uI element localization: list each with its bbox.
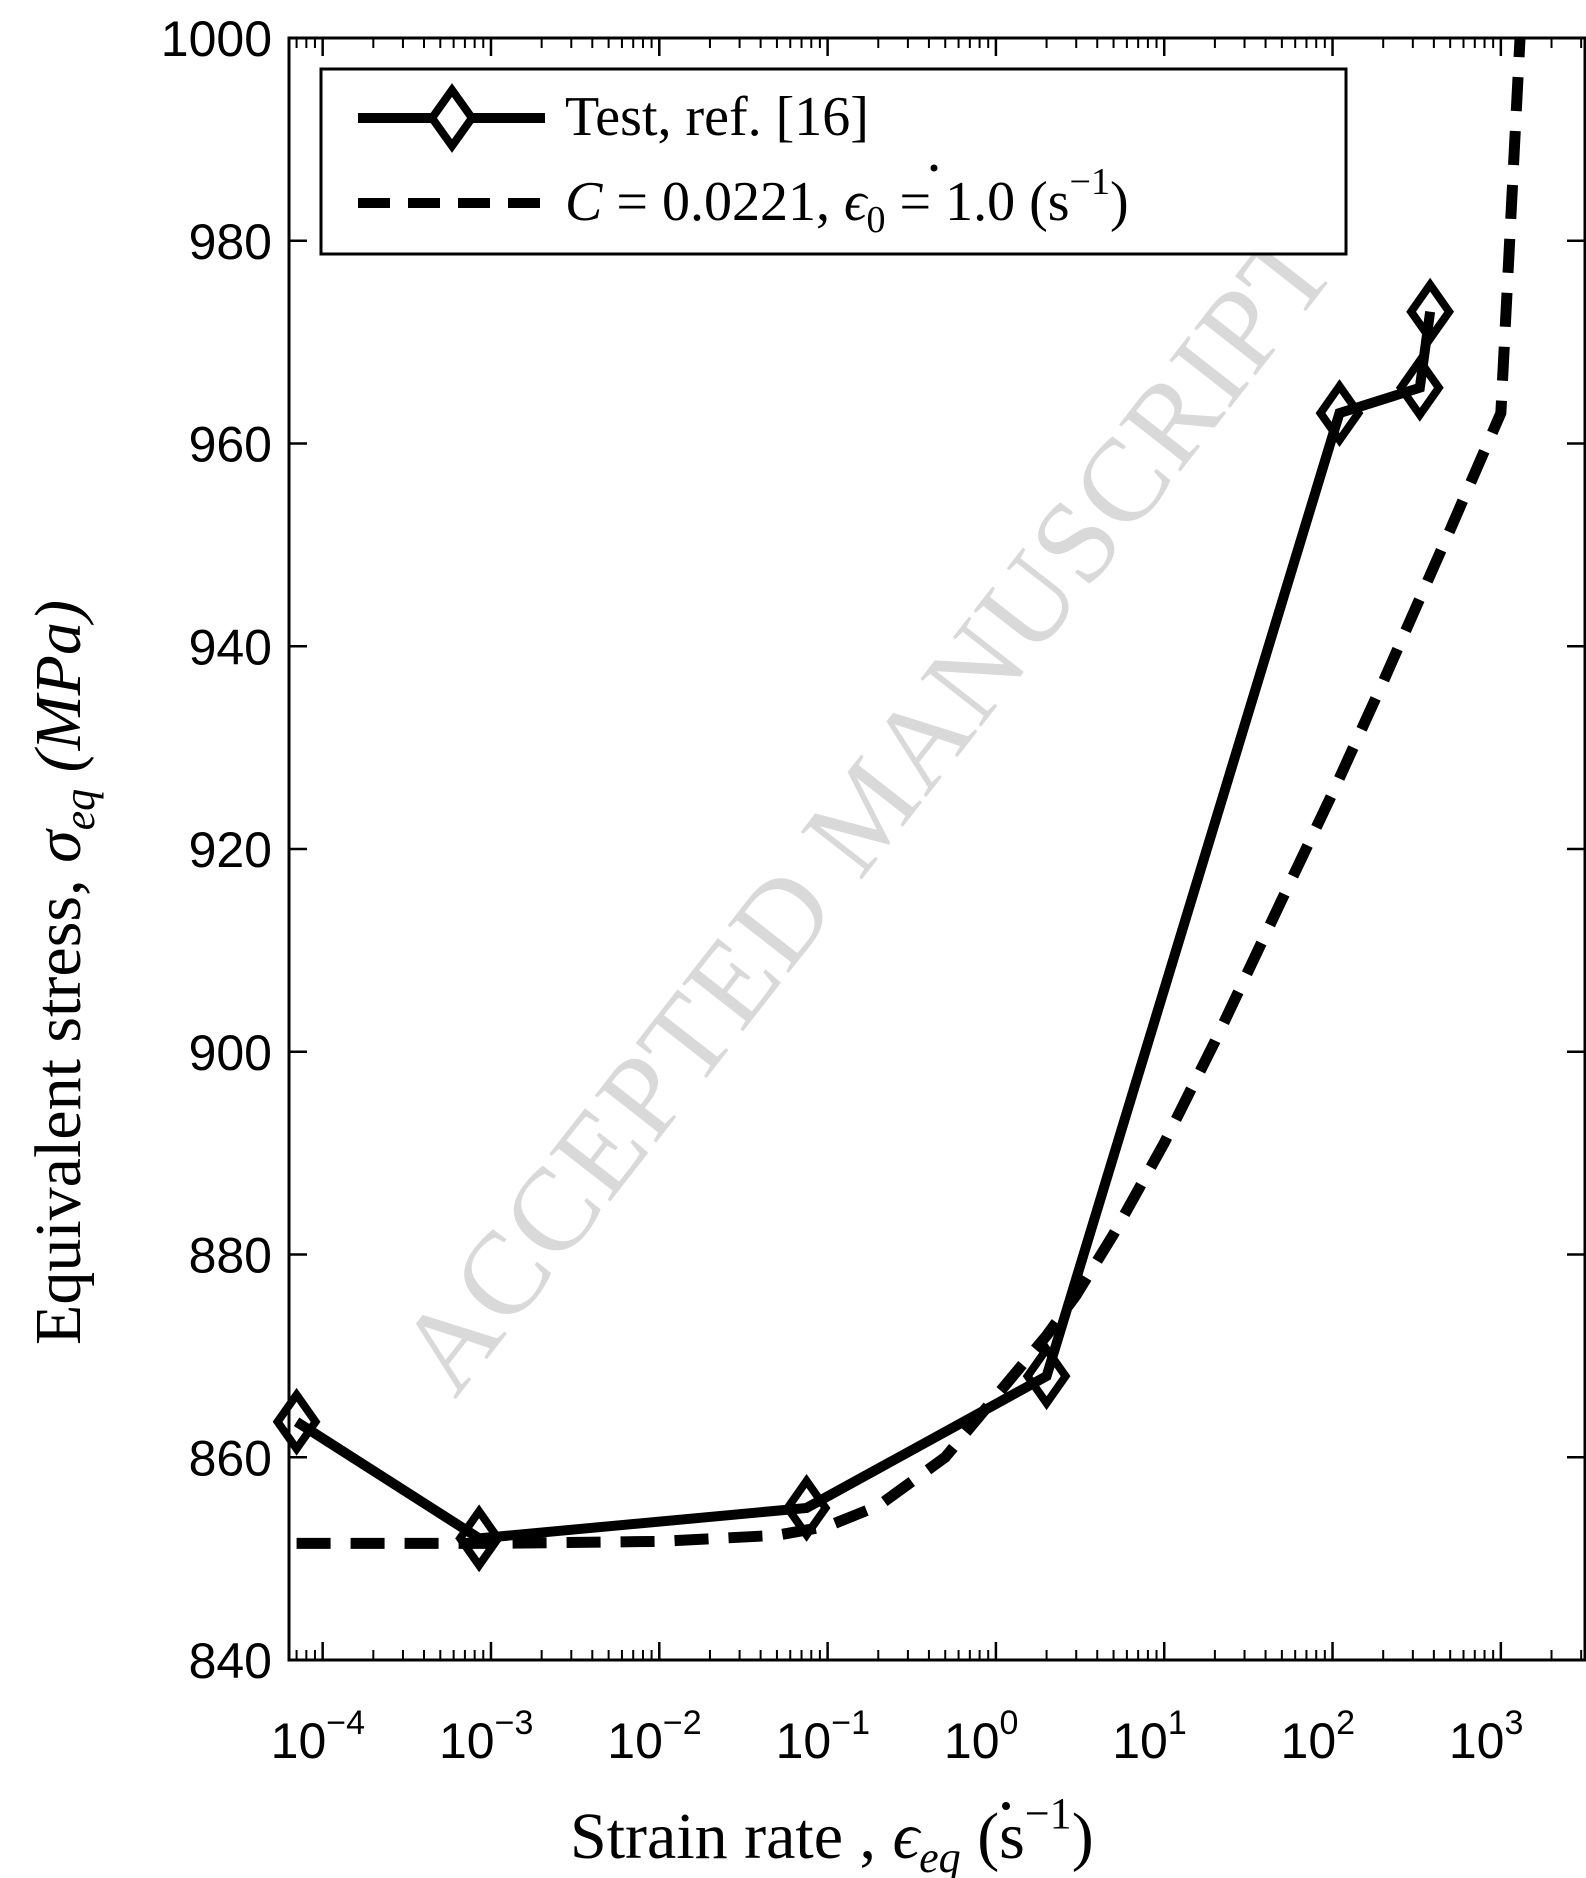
legend-model-eps-val: = 1.0 (s xyxy=(886,171,1070,233)
x-tick-base: 10 xyxy=(1449,1713,1505,1769)
x-tick-base: 10 xyxy=(271,1713,327,1769)
series-model-line xyxy=(296,37,1526,1549)
x-tick-exp: −2 xyxy=(663,1704,702,1742)
x-axis-label-close: ) xyxy=(1072,1800,1094,1873)
plot-frame xyxy=(287,36,1586,1662)
x-tick-exp: 1 xyxy=(1168,1704,1187,1742)
legend-model-c-val: = 0.0221, xyxy=(602,171,844,233)
y-tick-label: 840 xyxy=(189,1633,272,1689)
y-tick-label: 940 xyxy=(189,619,272,675)
x-tick-label: 100 xyxy=(944,1704,1019,1769)
y-axis-label-text: Equivalent stress, xyxy=(22,863,95,1345)
series-test-line xyxy=(293,311,1436,1544)
x-tick-exp: −3 xyxy=(495,1704,534,1742)
legend-model-exp: −1 xyxy=(1070,161,1110,203)
x-tick-exp: 2 xyxy=(1336,1704,1355,1742)
x-tick-exp: 0 xyxy=(1000,1704,1019,1742)
y-tick-label: 880 xyxy=(189,1228,272,1284)
series-group xyxy=(272,37,1526,1573)
x-tick-exp: −1 xyxy=(831,1704,870,1742)
x-tick-base: 10 xyxy=(776,1713,832,1769)
legend-label-test: Test, ref. [16] xyxy=(565,86,869,148)
x-axis-label-text: Strain rate , xyxy=(570,1800,893,1873)
x-tick-label: 10−1 xyxy=(776,1704,870,1769)
x-tick-label: 101 xyxy=(1112,1704,1187,1769)
y-major-ticks: 840 860 880 900 920 940 960 980 1000 xyxy=(161,11,1585,1689)
legend-diamond-marker xyxy=(427,83,477,153)
x-axis-label-symbol: ϵ xyxy=(893,1800,922,1873)
x-tick-label: 103 xyxy=(1449,1704,1524,1769)
y-axis-label-unit: (MPa) xyxy=(22,600,95,789)
y-tick-label: 1000 xyxy=(161,11,272,67)
y-axis-label: Equivalent stress, σeq (MPa) xyxy=(22,600,104,1345)
y-tick-label: 960 xyxy=(189,417,272,473)
x-tick-base: 10 xyxy=(1281,1713,1337,1769)
x-axis-label-exp: −1 xyxy=(1025,1789,1072,1838)
y-tick-label: 900 xyxy=(189,1025,272,1081)
x-axis-label-sub: eq xyxy=(919,1833,961,1878)
x-tick-label: 10−2 xyxy=(607,1704,701,1769)
x-tick-label: 10−3 xyxy=(439,1704,533,1769)
x-tick-exp: −4 xyxy=(326,1704,365,1742)
y-axis-label-symbol: σ xyxy=(22,828,95,863)
x-major-ticks: 10−4 10−3 10−2 10−1 100 101 102 103 xyxy=(271,38,1524,1769)
legend-label-model: C = 0.0221, ϵ0 = 1.0 (s−1) xyxy=(565,161,1129,241)
y-tick-label: 980 xyxy=(189,214,272,270)
x-axis-label: Strain rate , ϵeq (s−1) xyxy=(570,1789,1094,1878)
x-tick-base: 10 xyxy=(1112,1713,1168,1769)
test-point-marker xyxy=(272,1387,321,1456)
legend-model-close: ) xyxy=(1110,171,1129,233)
legend: Test, ref. [16] C = 0.0221, ϵ0 = 1.0 (s−… xyxy=(319,67,1348,256)
x-axis-label-dot xyxy=(1002,1802,1010,1810)
x-minor-ticks xyxy=(295,38,1583,1660)
y-tick-label: 860 xyxy=(189,1430,272,1486)
watermark: ACCEPTED MANUSCRIPT xyxy=(372,202,1360,1416)
legend-model-eps-sub: 0 xyxy=(867,199,886,241)
x-tick-exp: 3 xyxy=(1504,1704,1523,1742)
test-point-marker xyxy=(455,1504,503,1573)
x-tick-base: 10 xyxy=(607,1713,663,1769)
legend-box xyxy=(319,67,1348,256)
test-point-marker xyxy=(1022,1342,1071,1411)
x-tick-base: 10 xyxy=(439,1713,495,1769)
legend-model-c: C xyxy=(565,171,603,233)
test-point-marker xyxy=(1315,379,1364,448)
x-axis-label-unit: (s xyxy=(961,1800,1025,1873)
test-point-marker xyxy=(782,1473,831,1542)
legend-model-eps-dot xyxy=(930,164,938,172)
y-axis-label-sub: eq xyxy=(55,789,104,831)
x-tick-label: 102 xyxy=(1281,1704,1356,1769)
test-point-marker xyxy=(1395,353,1444,422)
legend-model-eps: ϵ xyxy=(844,171,869,233)
y-tick-label: 920 xyxy=(189,822,272,878)
test-point-marker xyxy=(1406,277,1455,346)
x-tick-base: 10 xyxy=(944,1713,1000,1769)
x-tick-label: 10−4 xyxy=(271,1704,365,1769)
